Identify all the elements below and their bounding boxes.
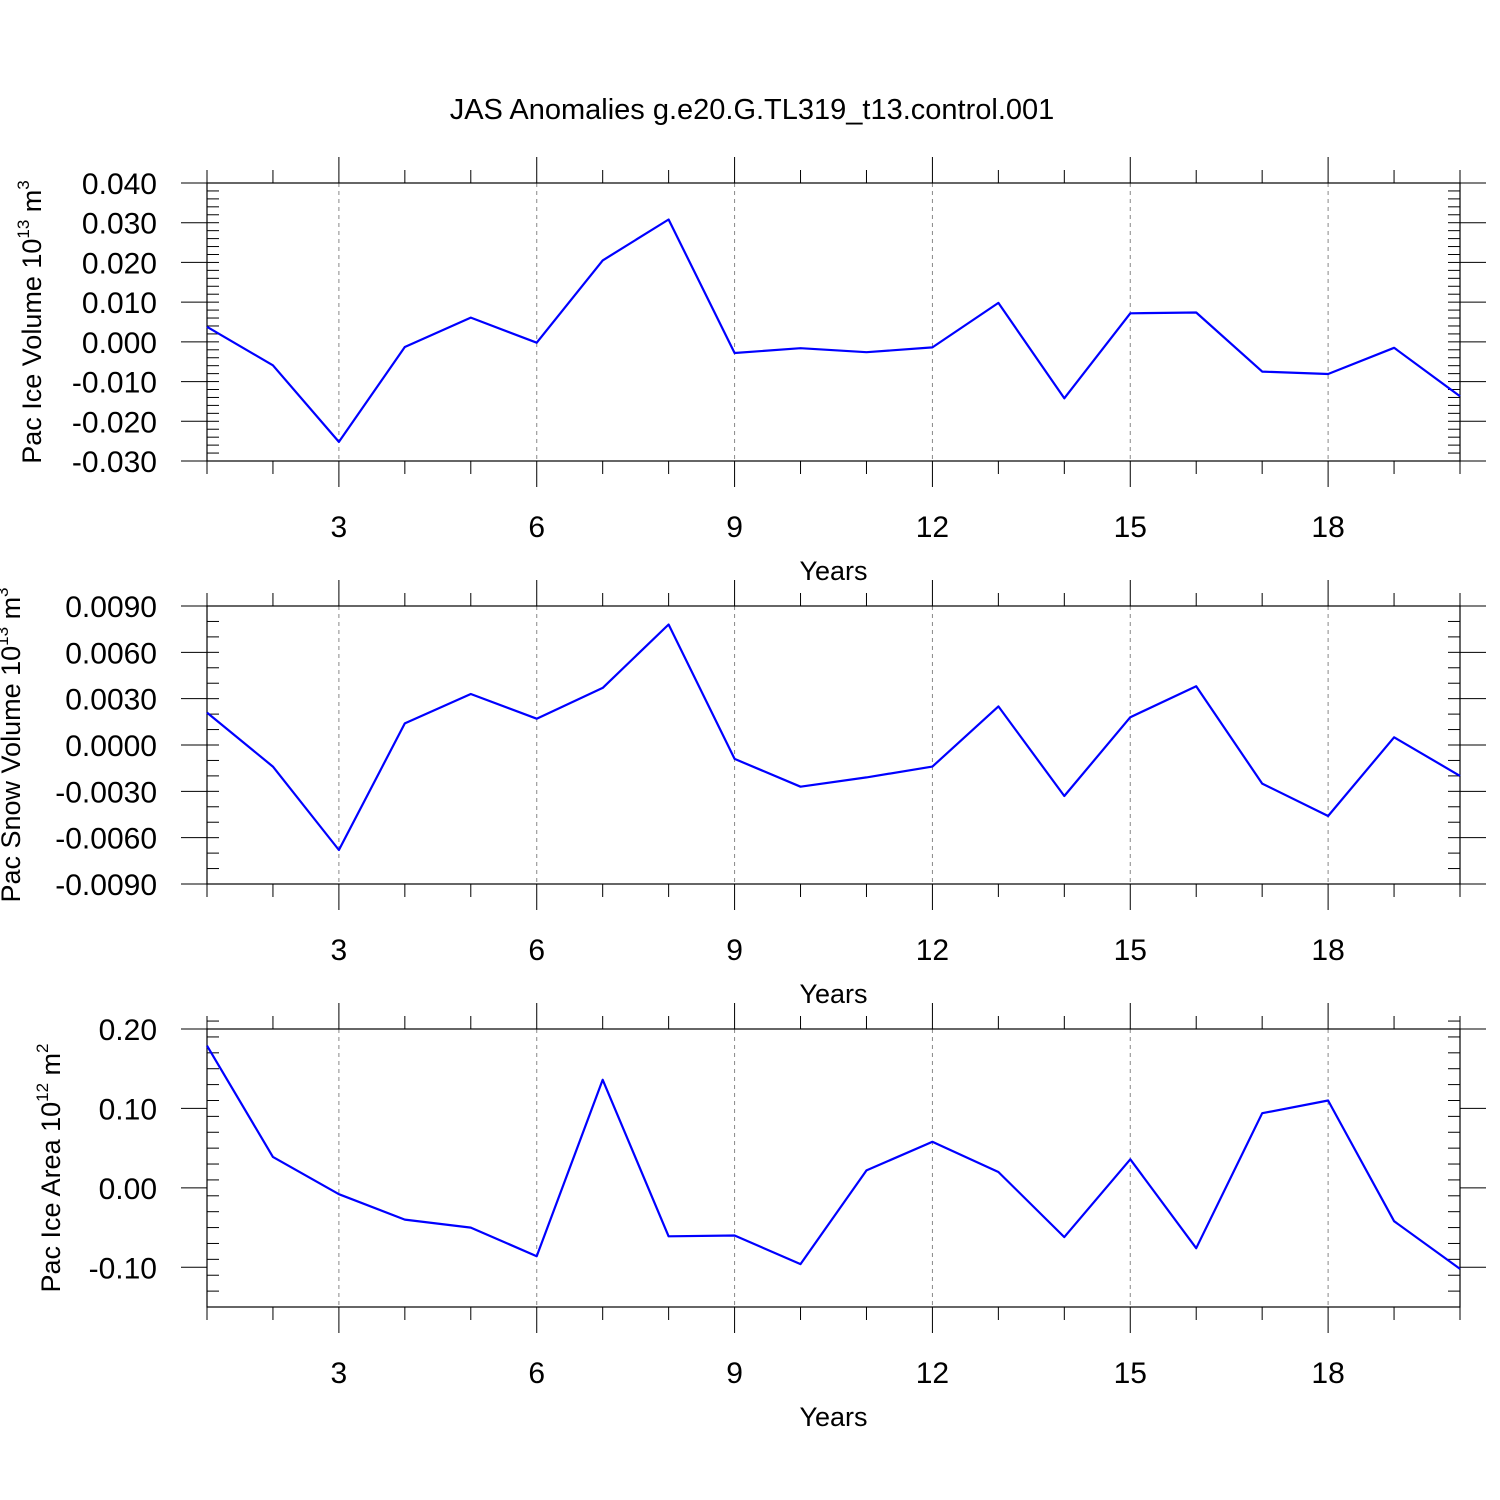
x-tick-label: 18	[1311, 1357, 1344, 1390]
x-tick-label: 3	[331, 1357, 348, 1390]
x-tick-label: 18	[1311, 934, 1344, 967]
plot-frame	[206, 1028, 1461, 1308]
y-tick-label: 0.00	[99, 1173, 157, 1206]
series-line	[206, 218, 1461, 443]
y-tick-label: -0.020	[72, 406, 157, 439]
series-line	[206, 623, 1461, 852]
x-tick-label: 9	[726, 511, 743, 544]
y-tick-label: -0.0060	[55, 823, 157, 856]
plot-frame	[206, 182, 1461, 462]
x-tick-label: 12	[916, 1357, 949, 1390]
y-tick-label: -0.030	[72, 446, 157, 479]
x-tick-label: 15	[1114, 934, 1147, 967]
chart-panel-3: -0.10 0.00 0.10 0.20 3 6 9 12 15 18 Years Pac Ice A…	[33, 1003, 1486, 1432]
y-tick-label: 0.000	[82, 327, 157, 360]
x-tick-label: 15	[1114, 1357, 1147, 1390]
x-axis-label: Years	[799, 979, 867, 1009]
y-tick-label: 0.0030	[65, 684, 157, 717]
x-axis-label: Years	[799, 1402, 867, 1432]
series-line	[206, 1045, 1461, 1270]
y-tick-label: 0.0090	[65, 591, 157, 624]
y-tick-label: -0.10	[89, 1252, 157, 1285]
x-tick-label: 3	[331, 511, 348, 544]
x-tick-label: 3	[331, 934, 348, 967]
chart-panel-1: -0.030 -0.020 -0.010 0.000 0.010 0.020 0.030 0.…	[14, 157, 1486, 586]
y-axis-label: Pac Snow Volume 1013 m3	[0, 587, 26, 902]
x-tick-label: 15	[1114, 511, 1147, 544]
y-tick-label: 0.040	[82, 168, 157, 201]
x-tick-label: 12	[916, 934, 949, 967]
y-tick-label: 0.20	[99, 1014, 157, 1047]
y-tick-label: 0.0000	[65, 730, 157, 763]
y-tick-label: 0.010	[82, 287, 157, 320]
x-tick-label: 9	[726, 1357, 743, 1390]
y-axis-label: Pac Ice Volume 1013 m3	[14, 180, 47, 464]
chart-panel-2: -0.0090 -0.0060 -0.0030 0.0000 0.0030 0.0060 0…	[0, 580, 1486, 1009]
x-tick-label: 6	[528, 511, 545, 544]
y-tick-label: 0.030	[82, 208, 157, 241]
x-tick-label: 12	[916, 511, 949, 544]
y-tick-label: -0.010	[72, 367, 157, 400]
y-tick-label: -0.0030	[55, 776, 157, 809]
y-tick-label: 0.020	[82, 247, 157, 280]
y-tick-label: -0.0090	[55, 869, 157, 902]
plot-frame	[206, 605, 1461, 885]
y-tick-label: 0.10	[99, 1093, 157, 1126]
x-tick-label: 9	[726, 934, 743, 967]
x-tick-label: 6	[528, 1357, 545, 1390]
x-tick-label: 6	[528, 934, 545, 967]
figure-title: JAS Anomalies g.e20.G.TL319_t13.control.…	[450, 94, 1055, 126]
y-tick-label: 0.0060	[65, 637, 157, 670]
y-axis-label: Pac Ice Area 1012 m2	[33, 1043, 66, 1292]
x-axis-label: Years	[799, 556, 867, 586]
x-tick-label: 18	[1311, 511, 1344, 544]
